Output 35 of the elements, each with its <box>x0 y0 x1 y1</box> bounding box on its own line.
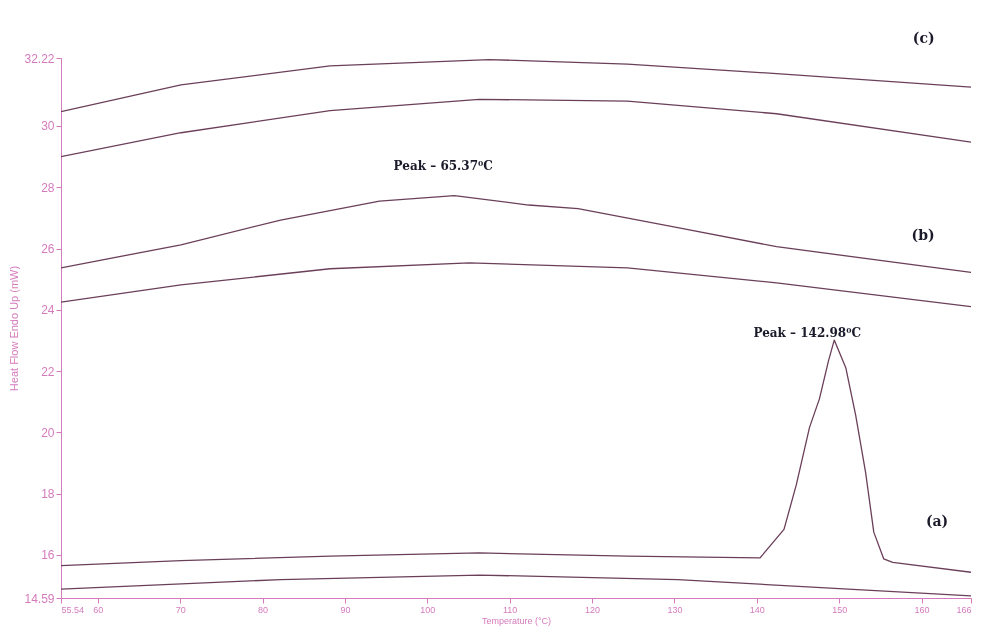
y-tick-label: 18 <box>41 487 55 502</box>
y-tick-label: 16 <box>41 548 55 563</box>
x-axis-title: Temperature (°C) <box>481 615 552 626</box>
y-tick-label: 26 <box>41 242 55 257</box>
text: (c) <box>912 30 935 47</box>
y-tick-label: 28 <box>41 180 55 195</box>
y-tick-label: 20 <box>41 425 55 440</box>
annotation: Peak – 142.98⁰C <box>753 326 861 341</box>
y-tick-label: 24 <box>41 303 55 318</box>
y-tick-label: 30 <box>41 119 55 134</box>
x-tick-label: 55.54 <box>61 604 85 615</box>
x-tick-label: 110 <box>502 604 518 615</box>
x-tick-label: 130 <box>667 604 683 615</box>
x-tick-label: 80 <box>258 604 269 615</box>
line-series <box>61 98 971 158</box>
y-tick-label: 14.59 <box>24 591 55 606</box>
x-tick-label: 160 <box>914 604 930 615</box>
y-axis-title: Heat Flow Endo Up (mW) <box>8 265 21 392</box>
line-series <box>61 339 971 573</box>
line-series <box>61 194 971 274</box>
x-tick-label: 120 <box>585 604 601 615</box>
x-tick-label: 70 <box>175 604 186 615</box>
y-tick-label: 22 <box>41 364 55 379</box>
annotation: (a) <box>925 513 949 530</box>
x-tick-label: 90 <box>340 604 351 615</box>
y-tick-label: 32.22 <box>24 51 55 66</box>
x-tick-label: 166 <box>956 604 972 615</box>
annotation: Peak – 65.37⁰C <box>393 159 493 173</box>
x-tick-label: 60 <box>93 604 104 615</box>
x-tick-label: 140 <box>749 604 765 615</box>
x-tick-label: 150 <box>832 604 848 615</box>
line-series <box>61 58 971 113</box>
line-series <box>61 262 971 308</box>
x-tick-label: 100 <box>420 604 436 615</box>
annotation: (b) <box>911 227 935 244</box>
